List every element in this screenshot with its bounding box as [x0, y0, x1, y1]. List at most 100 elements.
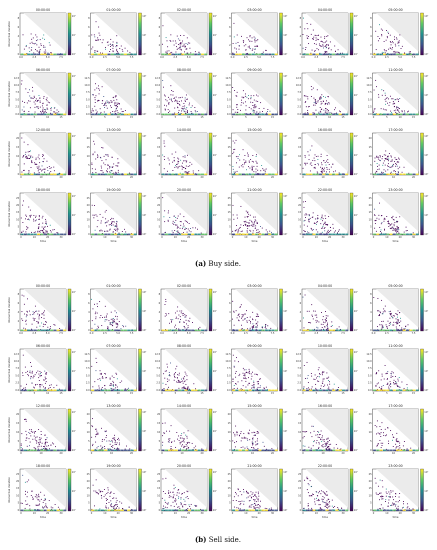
heat-cell: [110, 38, 112, 40]
heat-cell: [259, 387, 261, 388]
heat-cell: [58, 172, 60, 174]
heat-cell: [245, 109, 247, 111]
heat-cell: [44, 111, 45, 113]
y-tick-label: 20: [87, 204, 91, 207]
heat-cell: [252, 318, 253, 320]
heat-cell: [116, 330, 118, 331]
heat-cell: [20, 444, 22, 446]
heat-cell: [321, 441, 323, 443]
heat-cell: [117, 102, 119, 104]
heat-cell: [30, 375, 32, 377]
heat-cell: [178, 449, 182, 451]
y-tick-label: 10: [157, 431, 161, 434]
heat-cell: [305, 217, 306, 218]
heat-cell: [255, 315, 257, 317]
y-axis-label: interarrival duration: [7, 357, 11, 383]
heat-cell: [328, 168, 330, 170]
heat-cell: [111, 44, 113, 46]
heat-cell: [257, 386, 259, 388]
heat-cell: [397, 171, 399, 173]
heat-cell: [390, 228, 392, 230]
heat-cell: [305, 113, 309, 115]
heat-cell: [110, 172, 112, 174]
heat-cell: [33, 52, 35, 54]
heat-cell: [95, 318, 97, 320]
x-tick-label: 10: [321, 452, 325, 455]
heat-cell: [184, 380, 186, 382]
heat-cell: [390, 155, 392, 157]
heat-cell: [239, 233, 241, 234]
panel-title: 13:00:00: [106, 128, 120, 132]
heat-cell: [100, 229, 102, 231]
heat-cell: [114, 112, 116, 114]
heat-cell: [178, 374, 180, 376]
heat-cell: [41, 170, 43, 172]
heat-cell: [22, 372, 24, 374]
heat-cell: [104, 222, 106, 224]
heat-cell: [173, 373, 175, 375]
heat-cell: [321, 162, 322, 164]
heat-cell: [53, 166, 55, 168]
heat-cell: [239, 306, 241, 308]
heat-cell: [307, 106, 309, 108]
heat-cell: [269, 233, 271, 235]
heat-cell: [321, 450, 323, 452]
heat-cell: [325, 445, 327, 447]
heat-cell: [325, 224, 327, 226]
heat-cell: [250, 95, 252, 97]
y-tick-label: 15: [228, 422, 232, 425]
heat-cell: [189, 165, 191, 167]
heat-cell: [33, 319, 35, 321]
heat-cell: [271, 233, 272, 235]
heat-cell: [321, 216, 323, 218]
heat-cell: [115, 315, 116, 317]
heat-cell: [391, 226, 393, 228]
heat-cell: [38, 218, 40, 220]
heat-cell: [201, 173, 205, 175]
heat-cell: [186, 99, 188, 101]
heat-cell: [179, 441, 181, 443]
heat-cell: [236, 225, 237, 226]
y-tick-label: 0: [229, 173, 231, 176]
y-tick-label: 7.5: [368, 367, 372, 370]
heat-cell: [178, 387, 180, 389]
heat-cell: [396, 163, 397, 165]
x-tick-label: 0: [91, 176, 93, 179]
heat-cell: [313, 167, 315, 169]
heat-cell: [28, 206, 30, 208]
heat-cell: [390, 224, 392, 226]
heat-cell: [111, 156, 113, 158]
heat-cell: [321, 372, 323, 374]
heat-cell: [241, 96, 243, 98]
heat-cell: [121, 49, 123, 51]
x-tick-label: 0: [232, 116, 234, 119]
heat-cell: [257, 431, 259, 433]
heat-cell: [113, 449, 115, 451]
heat-cell: [179, 227, 181, 229]
heat-cell: [184, 160, 186, 162]
excluded-region: [94, 13, 137, 52]
heat-cell: [308, 221, 310, 223]
heat-cell: [185, 373, 187, 375]
heat-cell: [186, 323, 187, 325]
heat-cell: [24, 156, 26, 158]
heat-cell: [396, 383, 398, 385]
heat-cell: [192, 322, 193, 323]
heat-cell: [247, 154, 249, 156]
heat-cell: [255, 168, 257, 170]
heat-cell: [91, 108, 93, 110]
heat-cell: [114, 111, 116, 113]
heat-cell: [390, 110, 392, 112]
heat-cell: [106, 41, 108, 43]
heat-cell: [382, 114, 384, 115]
heat-cell: [317, 172, 319, 174]
heat-cell: [324, 445, 326, 447]
heat-cell: [186, 328, 188, 330]
heat-cell: [390, 310, 391, 312]
heat-cell: [254, 432, 256, 433]
x-tick-label: 0: [91, 236, 93, 239]
heat-cell: [398, 110, 400, 112]
heat-cell: [114, 232, 116, 234]
heat-cell: [233, 171, 235, 173]
